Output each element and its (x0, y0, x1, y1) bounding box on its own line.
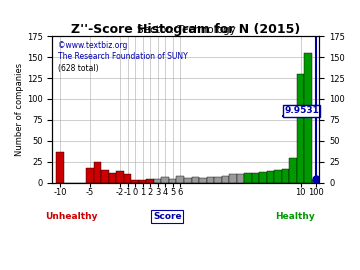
Text: Healthy: Healthy (275, 212, 315, 221)
Bar (214, 177, 222, 183)
Bar (176, 176, 184, 183)
Bar (101, 170, 109, 183)
Text: The Research Foundation of SUNY: The Research Foundation of SUNY (58, 52, 188, 61)
Text: 9.9531: 9.9531 (284, 106, 319, 115)
Text: Sector: Technology: Sector: Technology (136, 25, 235, 35)
Bar (252, 173, 259, 183)
Bar (169, 179, 176, 183)
Text: ©www.textbiz.org: ©www.textbiz.org (58, 40, 127, 49)
Bar (244, 173, 252, 183)
Bar (282, 168, 289, 183)
Bar (289, 158, 297, 183)
Bar (304, 53, 312, 183)
Y-axis label: Number of companies: Number of companies (15, 63, 24, 156)
Bar (274, 170, 282, 183)
Bar (229, 174, 237, 183)
Bar (267, 171, 274, 183)
Bar (207, 177, 214, 183)
Bar (184, 178, 192, 183)
Text: (628 total): (628 total) (58, 64, 98, 73)
Bar (312, 180, 319, 183)
Title: Z''-Score Histogram for N (2015): Z''-Score Histogram for N (2015) (71, 23, 301, 36)
Bar (109, 173, 116, 183)
Bar (139, 180, 147, 183)
Text: Score: Score (153, 212, 181, 221)
Bar (56, 152, 64, 183)
Bar (131, 180, 139, 183)
Bar (154, 179, 161, 183)
Bar (86, 168, 94, 183)
Bar (94, 162, 101, 183)
Bar (237, 174, 244, 183)
Bar (116, 171, 124, 183)
Bar (161, 177, 169, 183)
Bar (222, 176, 229, 183)
Bar (297, 74, 304, 183)
Bar (199, 178, 207, 183)
Bar (147, 180, 154, 183)
Bar (192, 177, 199, 183)
Text: Unhealthy: Unhealthy (45, 212, 97, 221)
Bar (259, 172, 267, 183)
Bar (124, 174, 131, 183)
